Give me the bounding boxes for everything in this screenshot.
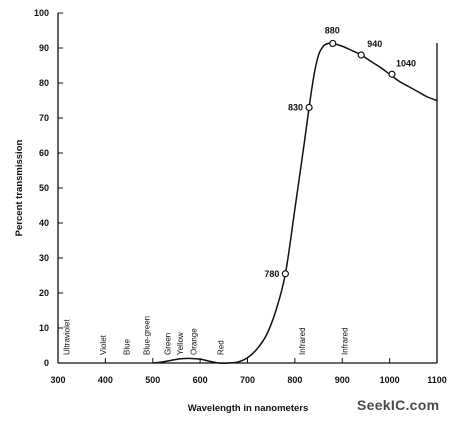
transmission-curve [152, 42, 438, 364]
x-tick-label: 400 [98, 375, 113, 385]
x-tick-label: 1100 [427, 375, 447, 385]
band-label: Orange [189, 328, 198, 355]
y-tick-label: 100 [34, 8, 49, 18]
data-point-marker [281, 270, 289, 278]
band-label: Infrared [298, 327, 307, 355]
y-tick-label: 90 [39, 43, 49, 53]
y-tick-label: 80 [39, 78, 49, 88]
y-tick-label: 10 [39, 323, 49, 333]
transmission-curve-group [152, 42, 438, 364]
y-axis-ticks: 0 10 20 30 40 50 60 70 80 90 100 [34, 8, 63, 368]
data-point-marker [357, 51, 365, 59]
x-tick-label: 300 [50, 375, 65, 385]
band-label: Infrared [341, 327, 350, 355]
data-point-marker [329, 39, 337, 48]
band-label: Blue-green [143, 316, 152, 355]
x-tick-label: 500 [145, 375, 160, 385]
y-tick-label: 20 [39, 288, 49, 298]
data-point-label: 780 [264, 269, 279, 279]
x-tick-label: 600 [193, 375, 208, 385]
band-label: Ultraviolet [63, 319, 72, 355]
y-axis-label: Percent transmission [14, 139, 25, 236]
x-axis-label: Wavelength in nanometers [188, 403, 309, 414]
x-tick-label: 1000 [380, 375, 400, 385]
band-label: Blue [123, 338, 132, 355]
y-tick-label: 0 [44, 358, 49, 368]
band-label: Green [163, 333, 172, 355]
band-label: Yellow [176, 332, 185, 355]
data-point-label: 830 [288, 103, 303, 113]
data-point-label: 1040 [396, 58, 416, 68]
y-tick-label: 40 [39, 218, 49, 228]
band-label: Red [216, 340, 225, 355]
y-tick-label: 60 [39, 148, 49, 158]
marked-points: 780 830 880 940 1040 [264, 25, 416, 278]
x-tick-label: 900 [335, 375, 350, 385]
data-point-marker [388, 70, 396, 78]
y-tick-label: 70 [39, 113, 49, 123]
band-label: Violet [99, 334, 108, 355]
color-band-labels: Ultraviolet Violet Blue Blue-green Green Yell… [63, 316, 350, 355]
data-point-label: 880 [325, 25, 340, 35]
x-tick-label: 700 [240, 375, 255, 385]
watermark: SeekIC.com [357, 397, 440, 413]
plot-frame [57, 13, 438, 364]
data-point-marker [305, 103, 313, 112]
x-tick-label: 800 [287, 375, 302, 385]
data-point-label: 940 [367, 39, 382, 49]
y-tick-label: 30 [39, 253, 49, 263]
y-tick-label: 50 [39, 183, 49, 193]
x-axis-ticks: 300 400 500 600 700 800 900 1000 1100 [50, 358, 447, 385]
